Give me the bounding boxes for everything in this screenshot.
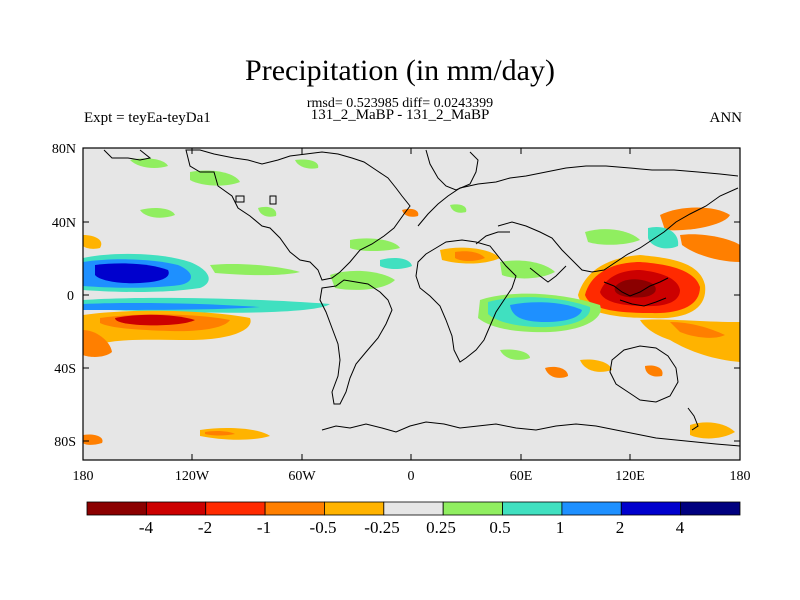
lon-label-120w: 120W <box>175 469 210 484</box>
lat-label-0: 0 <box>67 289 74 304</box>
colorbar-box <box>502 501 563 516</box>
colorbar-label: -0.5 <box>310 518 337 537</box>
colorbar-box <box>86 501 147 516</box>
colorbar-box <box>680 501 741 516</box>
colorbar-box <box>561 501 622 516</box>
colorbar-label: 2 <box>616 518 625 537</box>
season-label: ANN <box>709 110 743 126</box>
stats-line: rmsd= 0.523985 diff= 0.0243399 <box>306 96 494 111</box>
colorbar-label: -2 <box>198 518 212 537</box>
colorbar-label: 0.5 <box>489 518 510 537</box>
colorbar-box <box>145 501 207 516</box>
colorbar-label: -1 <box>257 518 271 537</box>
colorbar-label: 0.25 <box>426 518 456 537</box>
colorbar-box <box>383 501 444 516</box>
lon-label-60e: 60E <box>510 469 533 484</box>
lon-label-0: 0 <box>408 469 415 484</box>
lat-label-40n: 40N <box>52 216 76 231</box>
lon-label-180e: 180 <box>730 469 751 484</box>
lat-label-80n: 80N <box>52 142 76 157</box>
lat-label-80s: 80S <box>54 435 76 450</box>
experiment-label: Expt = teyEa-teyDa1 <box>84 110 211 126</box>
axis-ticks <box>82 147 741 460</box>
lon-label-180w: 180 <box>73 469 94 484</box>
coastlines <box>103 149 740 447</box>
plot-title: Precipitation (in mm/day) <box>245 54 555 87</box>
lat-label-40s: 40S <box>54 362 76 377</box>
colorbar-box <box>264 501 325 516</box>
colorbar-label: -0.25 <box>364 518 399 537</box>
colorbar-box <box>620 501 682 516</box>
lon-label-60w: 60W <box>288 469 316 484</box>
colorbar-label: 1 <box>556 518 565 537</box>
colorbar-label: -4 <box>139 518 154 537</box>
colorbar-box <box>442 501 503 516</box>
lon-label-120e: 120E <box>615 469 645 484</box>
anomaly-contours <box>83 158 740 445</box>
colorbar: -4 -2 -1 -0.5 -0.25 0.25 0.5 1 2 4 <box>86 501 741 537</box>
colorbar-box <box>324 501 385 516</box>
colorbar-label: 4 <box>676 518 685 537</box>
experiment-runs: 131_2_MaBP - 131_2_MaBP <box>310 107 490 123</box>
colorbar-box <box>205 501 266 516</box>
